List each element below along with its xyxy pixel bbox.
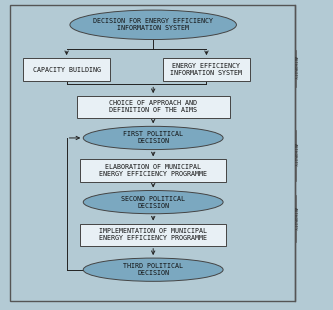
FancyBboxPatch shape [80, 224, 226, 246]
Text: SECOND POLITICAL
DECISION: SECOND POLITICAL DECISION [121, 196, 185, 209]
Ellipse shape [83, 258, 223, 281]
Ellipse shape [70, 10, 236, 40]
Text: ENERGY EFFICIENCY
INFORMATION SYSTEM: ENERGY EFFICIENCY INFORMATION SYSTEM [170, 63, 242, 76]
Ellipse shape [83, 126, 223, 149]
FancyBboxPatch shape [80, 159, 226, 182]
Text: FIRST POLITICAL
DECISION: FIRST POLITICAL DECISION [123, 131, 183, 144]
Ellipse shape [83, 190, 223, 214]
Text: CAPACITY BUILDING: CAPACITY BUILDING [33, 67, 101, 73]
Text: THIRD POLITICAL
DECISION: THIRD POLITICAL DECISION [123, 263, 183, 276]
FancyBboxPatch shape [23, 58, 110, 81]
FancyBboxPatch shape [77, 96, 230, 118]
Text: IMPLEMENTATION OF MUNICIPAL
ENERGY EFFICIENCY PROGRAMME: IMPLEMENTATION OF MUNICIPAL ENERGY EFFIC… [99, 228, 207, 241]
Text: CHOICE OF APPROACH AND
DEFINITION OF THE AIMS: CHOICE OF APPROACH AND DEFINITION OF THE… [109, 100, 197, 113]
Text: AUTHORITY: AUTHORITY [293, 56, 297, 80]
FancyBboxPatch shape [163, 58, 250, 81]
Text: DECISION FOR ENERGY EFFICIENCY
INFORMATION SYSTEM: DECISION FOR ENERGY EFFICIENCY INFORMATI… [93, 18, 213, 31]
Text: ELABORATION OF MUNICIPAL
ENERGY EFFICIENCY PROGRAMME: ELABORATION OF MUNICIPAL ENERGY EFFICIEN… [99, 164, 207, 177]
Text: AUTHORITY: AUTHORITY [293, 207, 297, 230]
Text: AUTHORITY: AUTHORITY [293, 143, 297, 167]
